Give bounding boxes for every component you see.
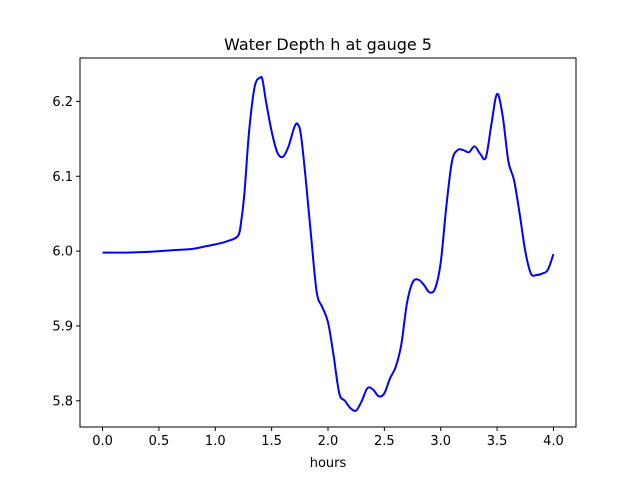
x-tick-label: 1.0 bbox=[205, 434, 226, 449]
x-tick-label: 0.0 bbox=[92, 434, 113, 449]
x-tick-label: 3.0 bbox=[430, 434, 451, 449]
chart-title: Water Depth h at gauge 5 bbox=[224, 35, 432, 54]
y-tick-label: 6.2 bbox=[52, 95, 73, 110]
x-tick-label: 2.0 bbox=[318, 434, 339, 449]
y-tick-label: 6.0 bbox=[52, 245, 73, 260]
x-axis-label: hours bbox=[310, 456, 347, 471]
y-tick-label: 5.9 bbox=[52, 319, 73, 334]
x-tick-label: 0.5 bbox=[149, 434, 170, 449]
x-tick-label: 3.5 bbox=[487, 434, 508, 449]
series-line-0 bbox=[102, 75, 555, 412]
x-tick-label: 2.5 bbox=[374, 434, 395, 449]
y-tick-label: 5.8 bbox=[52, 394, 73, 409]
x-tick-label: 4.0 bbox=[543, 434, 564, 449]
plot-area: 0.0 0.5 1.0 1.5 2.0 2.5 3.0 3.5 4.0 5.8 5.9 6.0 6.1 6… bbox=[52, 57, 577, 449]
y-tick-label: 6.1 bbox=[52, 170, 73, 185]
x-tick-label: 1.5 bbox=[261, 434, 282, 449]
